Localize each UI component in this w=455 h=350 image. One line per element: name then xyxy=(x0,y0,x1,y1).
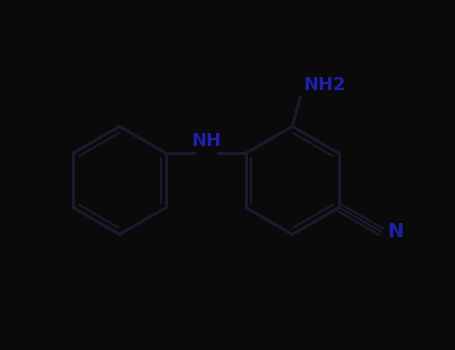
Text: N: N xyxy=(388,222,404,241)
Text: NH: NH xyxy=(191,132,221,150)
Text: NH2: NH2 xyxy=(303,76,346,94)
